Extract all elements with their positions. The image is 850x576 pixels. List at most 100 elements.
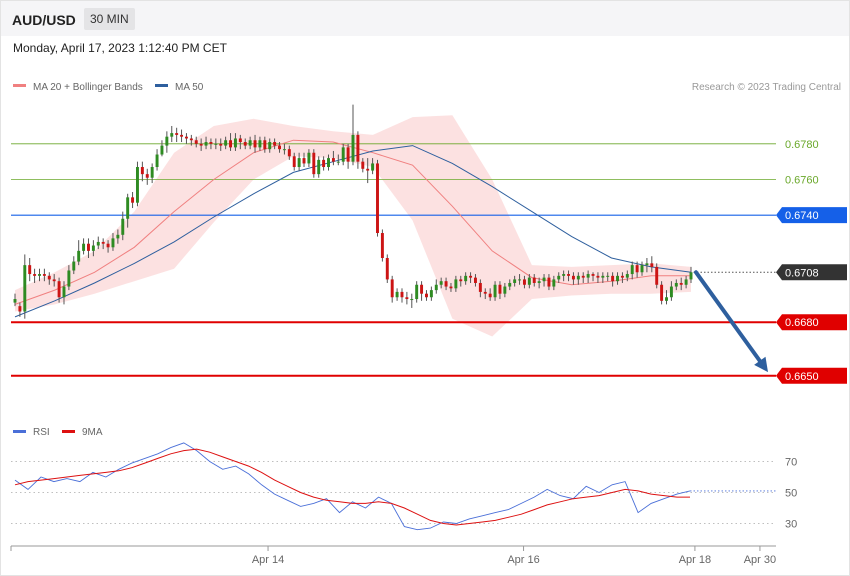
candle <box>331 150 335 166</box>
candle <box>165 131 169 153</box>
candle-body <box>429 290 433 298</box>
candle <box>674 279 678 291</box>
candle <box>42 268 46 282</box>
candle <box>82 238 86 255</box>
candle <box>469 272 473 283</box>
x-axis-label: Apr 30 <box>744 554 776 566</box>
timeframe-button[interactable]: 30 MIN <box>84 8 135 30</box>
candle-body <box>665 297 668 301</box>
candle <box>611 272 615 287</box>
candle <box>111 233 115 251</box>
candle-body <box>366 168 370 171</box>
symbol-title: AUD/USD <box>12 12 76 28</box>
candle <box>67 265 71 291</box>
candle-body <box>238 138 242 143</box>
candle <box>322 156 326 171</box>
candle <box>175 127 179 143</box>
candle <box>194 136 198 148</box>
candle-body <box>282 149 286 151</box>
candle-body <box>518 279 522 281</box>
candle <box>131 191 135 209</box>
candle-body <box>312 152 316 175</box>
candle <box>184 133 188 144</box>
candle-body <box>547 277 551 287</box>
candle-body <box>567 274 571 276</box>
candle <box>248 136 252 150</box>
candle-body <box>72 261 76 271</box>
candle <box>596 272 600 283</box>
candle <box>101 238 105 250</box>
candle <box>189 134 193 146</box>
candle <box>473 274 477 287</box>
candle-body <box>601 275 605 278</box>
time-axis: Apr 14 Apr 16 Apr 18 Apr 30 <box>10 545 776 566</box>
ma20-legend-label: MA 20 + Bollinger Bands <box>33 82 143 93</box>
candle-body <box>390 279 394 298</box>
level-resistance-2: 0.6740 <box>11 207 847 224</box>
candle-body <box>38 274 41 276</box>
x-axis-label: Apr 14 <box>252 554 284 566</box>
candle-body <box>209 142 213 144</box>
candle-body <box>473 277 477 283</box>
candle-body <box>415 284 419 300</box>
candle-body <box>395 291 399 298</box>
candle <box>532 274 536 287</box>
candle-body <box>596 275 600 278</box>
candle <box>106 240 110 253</box>
candle <box>439 277 443 289</box>
candle-body <box>180 134 184 137</box>
candle <box>273 138 277 150</box>
candle-body <box>52 279 56 282</box>
candle-body <box>669 286 673 298</box>
candle <box>390 275 394 303</box>
candle-body <box>184 136 188 139</box>
candle <box>327 154 330 171</box>
candle <box>238 134 242 150</box>
candle <box>121 211 125 241</box>
candle-body <box>630 265 634 275</box>
candle <box>635 261 639 278</box>
candle <box>18 302 22 317</box>
candle-body <box>434 284 438 291</box>
copyright-text: Research © 2023 Trading Central <box>692 82 841 93</box>
candle-body <box>165 136 169 146</box>
candle-body <box>13 299 17 303</box>
candle-body <box>204 142 208 146</box>
candle <box>586 270 590 283</box>
candle-body <box>160 145 164 155</box>
candle <box>425 290 428 301</box>
candle-body <box>464 275 468 282</box>
candle-body <box>131 197 135 203</box>
candle-body <box>297 158 301 168</box>
candle <box>180 129 184 143</box>
candle-body <box>581 275 585 278</box>
candle-body <box>224 140 228 146</box>
candle <box>87 238 90 258</box>
level-tag <box>776 367 847 384</box>
forecast-arrow <box>694 270 768 373</box>
candle-body <box>483 291 487 294</box>
candle-body <box>116 234 120 239</box>
candle <box>581 272 585 283</box>
candle <box>170 125 174 143</box>
candle-body <box>650 263 654 267</box>
rsi-tick-label: 70 <box>785 457 797 469</box>
candle <box>214 138 218 150</box>
candle <box>660 281 664 305</box>
candle-body <box>150 167 154 178</box>
candle <box>150 163 154 184</box>
candle <box>429 286 433 301</box>
candle <box>263 136 267 153</box>
candle <box>366 158 370 184</box>
candle <box>155 149 159 171</box>
candle-body <box>302 158 306 164</box>
candle-body <box>620 275 624 278</box>
candle-body <box>385 258 389 280</box>
candle-body <box>562 274 566 276</box>
candle <box>650 256 654 273</box>
candle <box>434 279 438 294</box>
bollinger-band <box>15 115 691 337</box>
candle <box>219 138 223 151</box>
candle-body <box>645 263 649 266</box>
candle-body <box>47 275 51 280</box>
